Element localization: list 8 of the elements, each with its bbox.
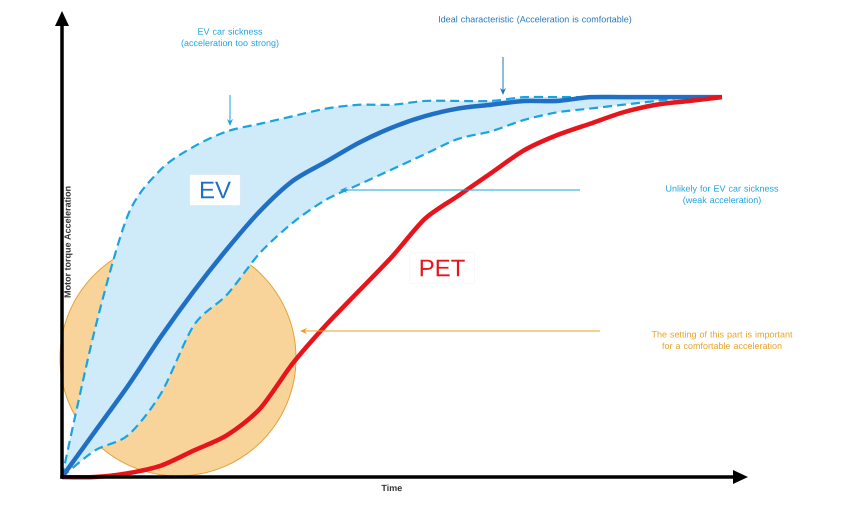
x-axis-title: Time	[381, 484, 402, 492]
series-label: EV	[200, 182, 231, 198]
annotation: The setting of this part is important for a comfortable acceleration	[652, 330, 792, 350]
text: Ideal characteristic (Acceleration is comfortable)	[439, 16, 632, 24]
annotation: Unlikely for EV car sickness (weak acceleration)	[666, 185, 778, 205]
series-label: PET	[420, 260, 465, 276]
y-axis-title: Motor torque Acceleration	[64, 186, 72, 298]
text: EV car sickness (acceleration too strong)	[182, 28, 278, 48]
